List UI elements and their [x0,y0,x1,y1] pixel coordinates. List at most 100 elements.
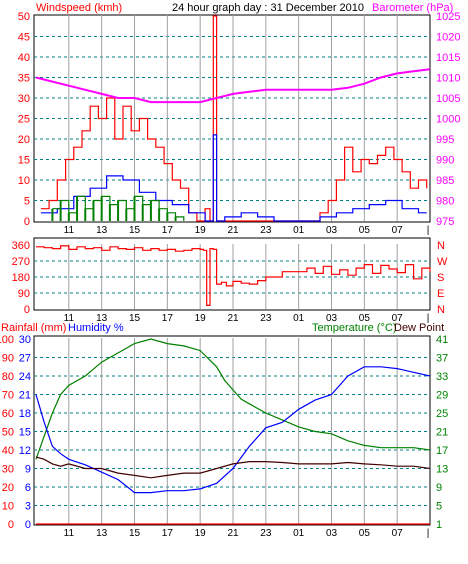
x-tick-label: 17 [162,313,174,324]
y-tick-left: 5 [24,196,30,208]
graph-title: 24 hour graph day : 31 December 2010 [172,2,364,14]
series-dewpoint [35,456,431,479]
humidity-axis-title: Humidity % [68,322,124,334]
direction-panel [33,237,431,311]
x-tick-label: 05 [359,313,371,324]
x-tick-label: 11 [64,225,75,236]
x-tick-label: 03 [326,528,338,539]
y-tick-right: 21 [436,427,448,439]
series-gust [40,15,428,222]
y-tick-left: 80 [2,371,14,383]
y-tick-right: 985 [436,175,454,187]
x-tick-label: 07 [392,313,404,324]
x-tick-label: 13 [96,313,108,324]
y-tick-left: 10 [2,501,14,513]
y-tick-left2: 27 [19,353,31,365]
y-tick-left: 40 [2,445,14,457]
y-tick-right: 975 [436,216,454,228]
y-tick-left: 50 [2,427,14,439]
x-tick-label: 07 [392,528,404,539]
y-tick-left2: 9 [25,464,31,476]
y-tick-right: 1025 [436,11,460,23]
x-tick-label: 01 [293,313,305,324]
x-tick-label: 17 [162,225,174,236]
y-tick-left: 60 [2,408,14,420]
y-tick-left2: 6 [25,482,31,494]
x-tick-label: 01 [293,225,305,236]
y-tick-right: N [437,240,445,252]
y-tick-left: 25 [18,114,30,126]
y-tick-left: 15 [18,155,30,167]
x-tick-label: 19 [195,225,207,236]
y-tick-left: 100 [0,334,14,346]
y-tick-right: 995 [436,134,454,146]
y-tick-right: W [437,256,448,268]
y-tick-left2: 15 [19,427,31,439]
y-tick-left2: 24 [19,371,31,383]
y-tick-left: 360 [12,240,30,252]
y-tick-right: 1 [436,519,442,531]
x-tick-label: 19 [195,528,207,539]
x-tick-label: 07 [392,225,404,236]
x-tick-label: 15 [129,225,141,236]
y-tick-left: 40 [18,52,30,64]
x-tick-label: 05 [359,528,371,539]
y-tick-right: 1005 [436,93,460,105]
x-tick-label: 03 [326,225,338,236]
x-tick-label: 01 [293,528,305,539]
y-tick-left2: 21 [19,390,31,402]
y-tick-right: 5 [436,501,442,513]
y-tick-right: 1020 [436,32,460,44]
barometer-axis-title: Barometer (hPa) [372,2,453,14]
y-tick-left: 35 [18,73,30,85]
dewpoint-axis-title: Dew Point [394,322,444,334]
y-tick-left: 10 [18,175,30,187]
y-tick-right: 9 [436,482,442,494]
y-tick-right: 13 [436,464,448,476]
series-humidity [35,366,431,494]
x-tick-label: 13 [96,528,108,539]
y-tick-left2: 30 [19,334,31,346]
y-tick-left: 0 [8,519,14,531]
y-tick-right: 41 [436,334,448,346]
y-tick-left2: 12 [19,445,31,457]
y-tick-right: S [437,272,444,284]
y-tick-right: E [437,288,444,300]
y-tick-right: 25 [436,408,448,420]
y-tick-right: 33 [436,371,448,383]
y-tick-left: 45 [18,32,30,44]
x-tick-label: 15 [129,528,141,539]
x-tick-label: 05 [359,225,371,236]
series-average [40,134,427,222]
y-tick-left: 20 [18,134,30,146]
x-tick-end: | [427,528,430,539]
y-tick-right: 990 [436,155,454,167]
y-tick-right: 1010 [436,73,460,85]
series-temperature [35,338,431,460]
y-tick-left: 0 [24,304,30,316]
y-tick-right: 980 [436,196,454,208]
x-tick-end: | [427,225,430,236]
rainfall-axis-title: Rainfall (mm) [1,322,66,334]
x-tick-label: 15 [129,313,141,324]
y-tick-left: 0 [24,216,30,228]
y-tick-right: 1015 [436,52,460,64]
y-tick-right: 29 [436,390,448,402]
y-tick-left: 30 [18,93,30,105]
x-tick-label: 19 [195,313,207,324]
y-tick-right: 17 [436,445,448,457]
x-tick-end: | [427,313,430,324]
y-tick-left2: 3 [25,501,31,513]
y-tick-left: 50 [18,11,30,23]
y-tick-left: 20 [2,482,14,494]
x-tick-label: 23 [260,528,272,539]
series-direction [36,245,431,306]
y-tick-left: 90 [2,353,14,365]
y-tick-left: 270 [12,256,30,268]
x-tick-label: 11 [64,313,75,324]
y-tick-right: N [437,304,445,316]
x-tick-label: 03 [326,313,338,324]
temperature-panel [33,335,431,526]
y-tick-right: 1000 [436,114,460,126]
